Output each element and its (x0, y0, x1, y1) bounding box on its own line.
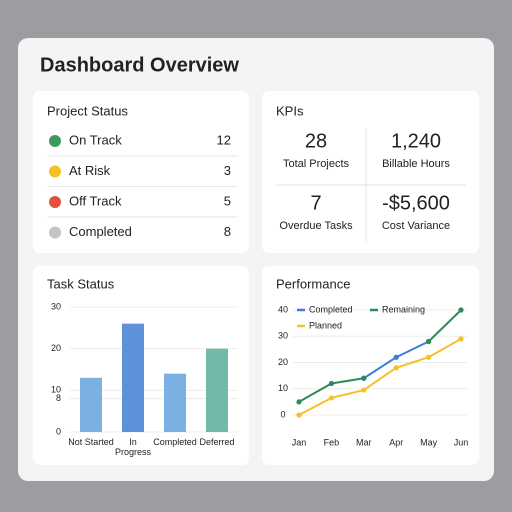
y-tick-label: 20 (51, 343, 61, 353)
kpi-value: -$5,600 (382, 192, 450, 214)
bar (206, 348, 228, 432)
x-tick-label-box: Not Started (68, 437, 114, 447)
status-count: 12 (217, 132, 231, 147)
x-tick-label: In Progress (114, 437, 151, 457)
y-tick-label: 20 (278, 357, 288, 367)
status-dot (49, 135, 61, 147)
x-tick-label-box: Deferred (199, 437, 235, 447)
y-tick-label: 30 (278, 331, 288, 341)
point (328, 395, 334, 401)
x-tick-label: May (420, 437, 438, 447)
y-tick-label: 0 (56, 426, 61, 436)
x-tick-label: Feb (324, 437, 340, 447)
kpi-label: Overdue Tasks (279, 220, 353, 232)
bar (122, 323, 144, 432)
point (328, 380, 334, 387)
panel (262, 266, 479, 465)
status-label: At Risk (69, 163, 111, 178)
point (458, 336, 464, 342)
point (296, 412, 302, 418)
line (298, 338, 462, 416)
status-dot (49, 196, 61, 208)
x-tick-label-box: Completed (153, 437, 197, 447)
point (361, 387, 367, 393)
kpi-label: Cost Variance (382, 220, 450, 232)
point (361, 375, 367, 381)
status-count: 8 (224, 224, 231, 239)
panel-title: Performance (276, 276, 350, 291)
point (393, 354, 399, 360)
x-tick-label: Jun (454, 437, 469, 447)
x-tick-label: Apr (389, 437, 403, 447)
panel-title: KPIs (276, 103, 304, 118)
x-tick-label: Jan (292, 437, 307, 447)
status-count: 5 (224, 193, 231, 208)
legend-label: Completed (309, 304, 353, 314)
x-tick-label: Deferred (199, 437, 235, 447)
y-tick-label: 10 (278, 383, 288, 393)
point (458, 307, 464, 313)
kpi-label: Total Projects (283, 158, 350, 170)
y-tick-label: 10 (51, 385, 61, 395)
status-dot (49, 165, 61, 178)
y-tick-label: 0 (280, 409, 285, 419)
x-tick-label-box: In Progress (114, 437, 151, 457)
kpi-value: 28 (305, 130, 327, 152)
bar (164, 373, 186, 432)
status-label: Off Track (69, 193, 122, 208)
dashboard-title: Dashboard Overview (40, 54, 239, 76)
y-tick-label: 40 (278, 304, 288, 314)
kpi-value: 7 (310, 192, 321, 214)
bar (80, 377, 102, 432)
status-count: 3 (224, 163, 231, 178)
y-tick-label: 8 (56, 393, 61, 403)
panel (262, 91, 479, 253)
point (426, 338, 432, 345)
x-tick-label: Not Started (68, 437, 114, 447)
panel (33, 91, 249, 253)
point (393, 365, 399, 371)
status-label: Completed (69, 224, 132, 239)
panel-title: Project Status (47, 103, 128, 118)
y-tick-label: 30 (51, 301, 61, 311)
point (426, 354, 432, 360)
point (296, 399, 302, 405)
legend-label: Remaining (382, 304, 425, 314)
x-tick-label: Completed (153, 437, 197, 447)
status-label: On Track (69, 132, 122, 147)
status-dot (49, 226, 61, 239)
kpi-label: Billable Hours (382, 158, 450, 170)
kpi-value: 1,240 (391, 130, 441, 152)
panel-title: Task Status (47, 276, 115, 291)
x-tick-label: Mar (356, 437, 372, 447)
legend-label: Planned (309, 320, 342, 330)
